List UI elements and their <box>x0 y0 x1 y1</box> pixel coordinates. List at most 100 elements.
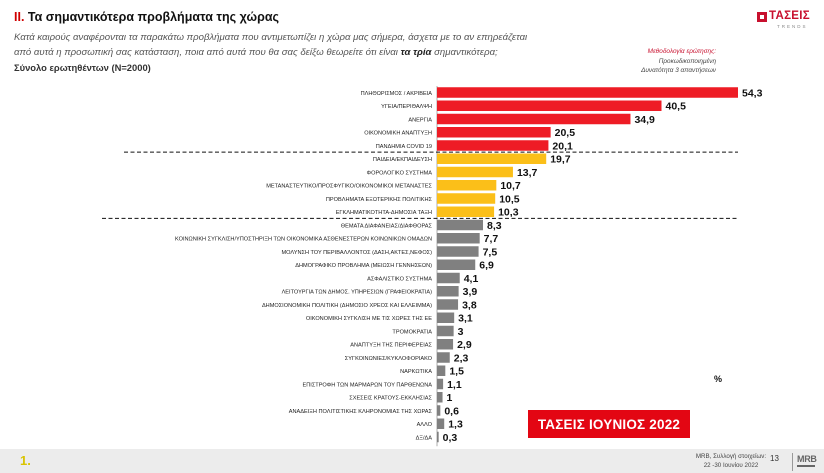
value-label: 10,3 <box>498 207 519 219</box>
source-line-1: MRB, Συλλογή στοιχείων: <box>695 453 767 460</box>
bar <box>437 352 450 363</box>
value-label: 8,3 <box>487 220 502 232</box>
bar-chart: ΠΛΗΘΩΡΙΣΜΟΣ / ΑΚΡΙΒΕΙΑ 54,3 ΥΓΕΙΑ/ΠΕΡΙΘΑΛΨ… <box>102 86 763 447</box>
category-label: ΔΞ/ΔΑ <box>416 435 433 441</box>
category-label: ΑΝΑΔΕΙΞΗ ΠΟΛΙΤΙΣΤΙΚΗΣ ΚΛΗΡΟΝΟΜΙΑΣ ΤΗΣ ΧΩ… <box>289 409 433 415</box>
logo-sub: TRENDS <box>777 24 808 29</box>
bar <box>437 378 444 390</box>
logo-name: ΤΑΣΕΙΣ <box>769 10 810 22</box>
bar <box>437 206 495 217</box>
category-label: ΑΝΑΠΤΥΞΗ ΤΗΣ ΠΕΡΙΦΕΡΕΙΑΣ <box>350 343 432 349</box>
value-label: 19,7 <box>550 154 571 166</box>
question-line-2-bold: τα τρία <box>400 47 432 58</box>
value-label: 4,1 <box>464 273 479 285</box>
value-label: 10,7 <box>500 180 521 192</box>
value-label: 7,7 <box>484 233 499 245</box>
category-label: ΔΗΜΟΓΡΑΦΙΚΟ ΠΡΟΒΛΗΜΑ (ΜΕΙΩΣΗ ΓΕΝΝΗΣΕΩΝ) <box>295 263 432 269</box>
value-label: 2,9 <box>457 339 472 351</box>
bar <box>437 140 549 151</box>
bar <box>437 246 479 257</box>
category-label: ΝΑΡΚΩΤΙΚΑ <box>400 369 432 375</box>
value-label: 20,5 <box>555 127 576 139</box>
methodology-line-2: Δυνατότητα 3 απαντήσεων <box>641 67 716 74</box>
category-label: ΑΝΕΡΓΙΑ <box>408 117 432 123</box>
category-label: ΠΑΝΔΗΜΙΑ COVID 19 <box>376 144 432 150</box>
taseis-logo: ΤΑΣΕΙΣ TRENDS <box>757 10 813 32</box>
category-label: ΟΙΚΟΝΟΜΙΚΗ ΣΥΓΚΛΙΣΗ ΜΕ ΤΙΣ ΧΩΡΕΣ ΤΗΣ ΕΕ <box>306 316 432 322</box>
category-label: ΜΟΛΥΝΣΗ ΤΟΥ ΠΕΡΙΒΑΛΛΟΝΤΟΣ (ΔΑΣΗ,ΑΚΤΕΣ,ΝΕ… <box>282 250 433 256</box>
value-label: 2,3 <box>454 352 469 364</box>
methodology-note: Μεθοδολογία ερώτησης: Προκωδικοποιημένη … <box>600 47 716 76</box>
bar <box>437 392 443 403</box>
page-number: 13 <box>770 454 779 463</box>
bar <box>437 113 631 125</box>
title-number: ΙΙ. <box>14 10 25 24</box>
question-line-2: από αυτά η προσωπική σας κατάσταση, ποια… <box>14 45 574 60</box>
section-number: 1. <box>20 453 31 468</box>
category-label: ΥΓΕΙΑ/ΠΕΡΙΘΑΛΨΗ <box>381 104 432 110</box>
category-label: ΑΛΛΟ <box>417 422 433 428</box>
mrb-logo-text: MRB <box>797 454 817 464</box>
bar <box>437 299 459 310</box>
bar <box>437 219 484 231</box>
bar <box>437 286 459 297</box>
value-label: 1,1 <box>447 379 462 391</box>
value-label: 0,3 <box>443 432 458 444</box>
category-label: ΣΥΓΚΟΙΝΩΝΙΕΣ/ΚΥΚΛΟΦΟΡΙΑΚΟ <box>345 356 433 362</box>
value-label: 1,3 <box>448 419 463 431</box>
category-label: ΠΛΗΘΩΡΙΣΜΟΣ / ΑΚΡΙΒΕΙΑ <box>361 91 433 97</box>
value-label: 0,6 <box>444 405 459 417</box>
category-label: ΦΟΡΟΛΟΓΙΚΟ ΣΥΣΤΗΜΑ <box>367 170 433 176</box>
bar <box>437 418 445 429</box>
page-title: ΙΙ. Τα σημαντικότερα προβλήματα της χώρα… <box>14 10 279 24</box>
bar <box>437 87 738 98</box>
question-line-2-post: σημαντικότερα; <box>434 47 498 58</box>
bar <box>437 233 480 244</box>
methodology-title: Μεθοδολογία ερώτησης: <box>647 48 716 55</box>
logo-mark-icon <box>757 12 767 22</box>
category-label: ΠΑΙΔΕΙΑ/ΕΚΠΑΙΔΕΥΣΗ <box>373 157 432 163</box>
category-label: ΔΗΜΟΣΙΟΝΟΜΙΚΗ ΠΟΛΙΤΙΚΗ (ΔΗΜΟΣΙΟ ΧΡΕΟΣ ΚΑ… <box>262 303 432 309</box>
category-label: ΕΓΚΛΗΜΑΤΙΚΟΤΗΤΑ-ΔΗΜΟΣΙΑ ΤΑΞΗ <box>336 210 432 216</box>
bar <box>437 431 439 443</box>
bar <box>437 166 513 178</box>
question-line-2-pre: από αυτά η προσωπική σας κατάσταση, ποια… <box>14 47 398 58</box>
value-label: 20,1 <box>552 140 573 152</box>
category-label: ΟΙΚΟΝΟΜΙΚΗ ΑΝΑΠΤΥΞΗ <box>364 131 432 137</box>
value-label: 3,9 <box>463 286 478 298</box>
value-label: 3 <box>458 326 464 338</box>
bar <box>437 325 454 337</box>
value-label: 3,1 <box>458 313 473 325</box>
bar <box>437 100 662 111</box>
bar <box>437 180 497 191</box>
value-label: 3,8 <box>462 299 477 311</box>
bar <box>437 365 446 376</box>
sample-size: Σύνολο ερωτηθέντων (N=2000) <box>14 62 151 73</box>
bar <box>437 193 496 204</box>
title-text: Τα σημαντικότερα προβλήματα της χώρας <box>27 10 280 24</box>
question-text: Κατά καιρούς αναφέρονται τα παρακάτω προ… <box>14 30 574 75</box>
value-label: 1 <box>447 392 453 404</box>
bar <box>437 312 455 323</box>
category-label: ΕΠΙΣΤΡΟΦΗ ΤΩΝ ΜΑΡΜΑΡΩΝ ΤΟΥ ΠΑΡΘΕΝΩΝΑ <box>303 382 433 388</box>
category-label: ΤΡΟΜΟΚΡΑΤΙΑ <box>392 329 432 335</box>
bar <box>437 405 441 416</box>
value-label: 7,5 <box>483 246 498 258</box>
bar <box>437 127 551 138</box>
category-label: ΠΡΟΒΛΗΜΑΤΑ ΕΞΩΤΕΡΙΚΗΣ ΠΟΛΙΤΙΚΗΣ <box>326 197 433 203</box>
category-label: ΜΕΤΑΝΑΣΤΕΥΤΙΚΟ/ΠΡΟΣΦΥΓΙΚΟ/ΟΙΚΟΝΟΜΙΚΟΙ ΜΕ… <box>266 184 432 190</box>
value-label: 6,9 <box>479 260 494 272</box>
value-label: 34,9 <box>634 114 655 126</box>
category-label: ΣΧΕΣΕΙΣ ΚΡΑΤΟΥΣ-ΕΚΚΛΗΣΙΑΣ <box>349 396 432 402</box>
value-label: 13,7 <box>517 167 538 179</box>
value-label: 54,3 <box>742 87 763 99</box>
category-label: ΛΕΙΤΟΥΡΓΙΑ ΤΩΝ ΔΗΜΟΣ. ΥΠΗΡΕΣΙΩΝ (ΓΡΑΦΕΙΟ… <box>282 290 433 296</box>
unit-label: % <box>714 374 723 384</box>
value-label: 40,5 <box>666 101 687 113</box>
methodology-line-1: Προκωδικοποιημένη <box>658 57 716 65</box>
value-label: 1,5 <box>449 366 464 378</box>
category-label: ΑΣΦΑΛΙΣΤΙΚΟ ΣΥΣΤΗΜΑ <box>367 276 432 282</box>
bar <box>437 339 454 350</box>
bar <box>437 153 547 164</box>
mrb-logo: MRB <box>792 453 818 471</box>
